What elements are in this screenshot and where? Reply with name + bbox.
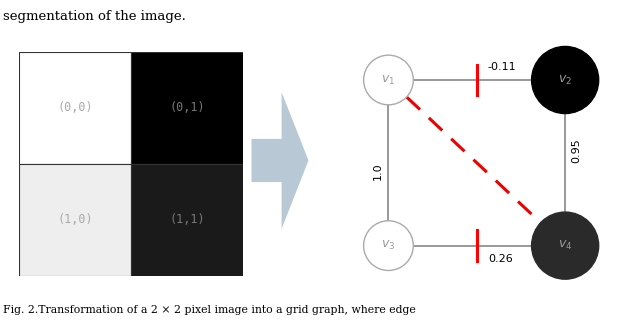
Text: $v_4$: $v_4$ [558,239,572,252]
Circle shape [532,47,598,114]
Text: $v_1$: $v_1$ [381,74,396,87]
Text: 0.95: 0.95 [571,138,581,163]
Text: $v_3$: $v_3$ [381,239,396,252]
Text: Fig. 2.Transformation of a 2 × 2 pixel image into a grid graph, where edge: Fig. 2.Transformation of a 2 × 2 pixel i… [3,305,416,315]
Circle shape [364,55,413,105]
Circle shape [532,212,598,279]
Bar [19,52,131,164]
Text: (0,1): (0,1) [170,101,205,114]
Text: $v_2$: $v_2$ [558,74,572,87]
Bar [19,164,131,276]
Polygon shape [252,92,308,229]
Text: 0.26: 0.26 [488,254,513,264]
Text: (1,1): (1,1) [170,213,205,226]
Text: (0,0): (0,0) [58,101,93,114]
Text: segmentation of the image.: segmentation of the image. [3,10,186,22]
Bar [131,52,243,164]
Text: -0.11: -0.11 [488,62,516,72]
Bar [131,164,243,276]
Text: 1.0: 1.0 [372,163,383,180]
Text: (1,0): (1,0) [58,213,93,226]
Circle shape [364,221,413,271]
